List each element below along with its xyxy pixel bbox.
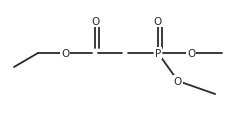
Text: O: O (174, 76, 182, 86)
Text: O: O (91, 17, 99, 27)
Text: O: O (61, 49, 69, 59)
Text: P: P (155, 49, 161, 59)
Text: O: O (154, 17, 162, 27)
Text: O: O (187, 49, 195, 59)
